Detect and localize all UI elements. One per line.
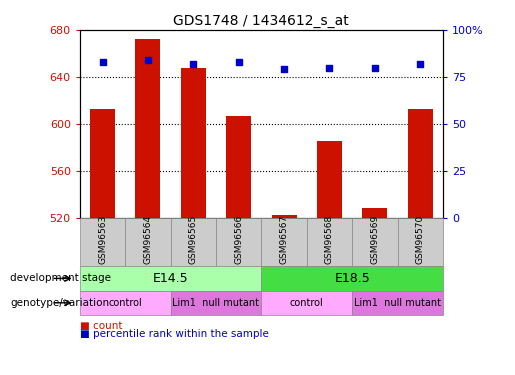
Text: GSM96564: GSM96564	[143, 215, 152, 264]
Point	[325, 64, 334, 70]
Bar	[226, 116, 251, 218]
Bar	[181, 68, 206, 218]
Bar	[90, 108, 115, 217]
Text: control: control	[108, 298, 142, 308]
Text: GSM96569: GSM96569	[370, 215, 380, 264]
Text: GSM96563: GSM96563	[98, 215, 107, 264]
Text: GSM96570: GSM96570	[416, 215, 425, 264]
Point	[371, 64, 379, 70]
Text: Lim1  null mutant: Lim1 null mutant	[173, 298, 260, 308]
Bar	[317, 141, 342, 218]
Title: GDS1748 / 1434612_s_at: GDS1748 / 1434612_s_at	[174, 13, 349, 28]
Bar	[135, 39, 160, 218]
Text: control: control	[290, 298, 323, 308]
Text: E14.5: E14.5	[153, 272, 188, 285]
Point	[234, 59, 243, 65]
Text: E18.5: E18.5	[334, 272, 370, 285]
Point	[98, 59, 107, 65]
Bar	[363, 208, 387, 218]
Text: GSM96565: GSM96565	[189, 215, 198, 264]
Point	[144, 57, 152, 63]
Text: GSM96568: GSM96568	[325, 215, 334, 264]
Text: development stage: development stage	[10, 273, 111, 284]
Point	[416, 61, 424, 67]
Text: Lim1  null mutant: Lim1 null mutant	[354, 298, 441, 308]
Text: genotype/variation: genotype/variation	[10, 298, 109, 308]
Point	[280, 66, 288, 72]
Text: GSM96567: GSM96567	[280, 215, 288, 264]
Text: ■ count: ■ count	[80, 321, 123, 331]
Bar	[408, 108, 433, 217]
Point	[189, 61, 197, 67]
Bar	[271, 215, 297, 217]
Text: GSM96566: GSM96566	[234, 215, 243, 264]
Text: ■ percentile rank within the sample: ■ percentile rank within the sample	[80, 329, 269, 339]
